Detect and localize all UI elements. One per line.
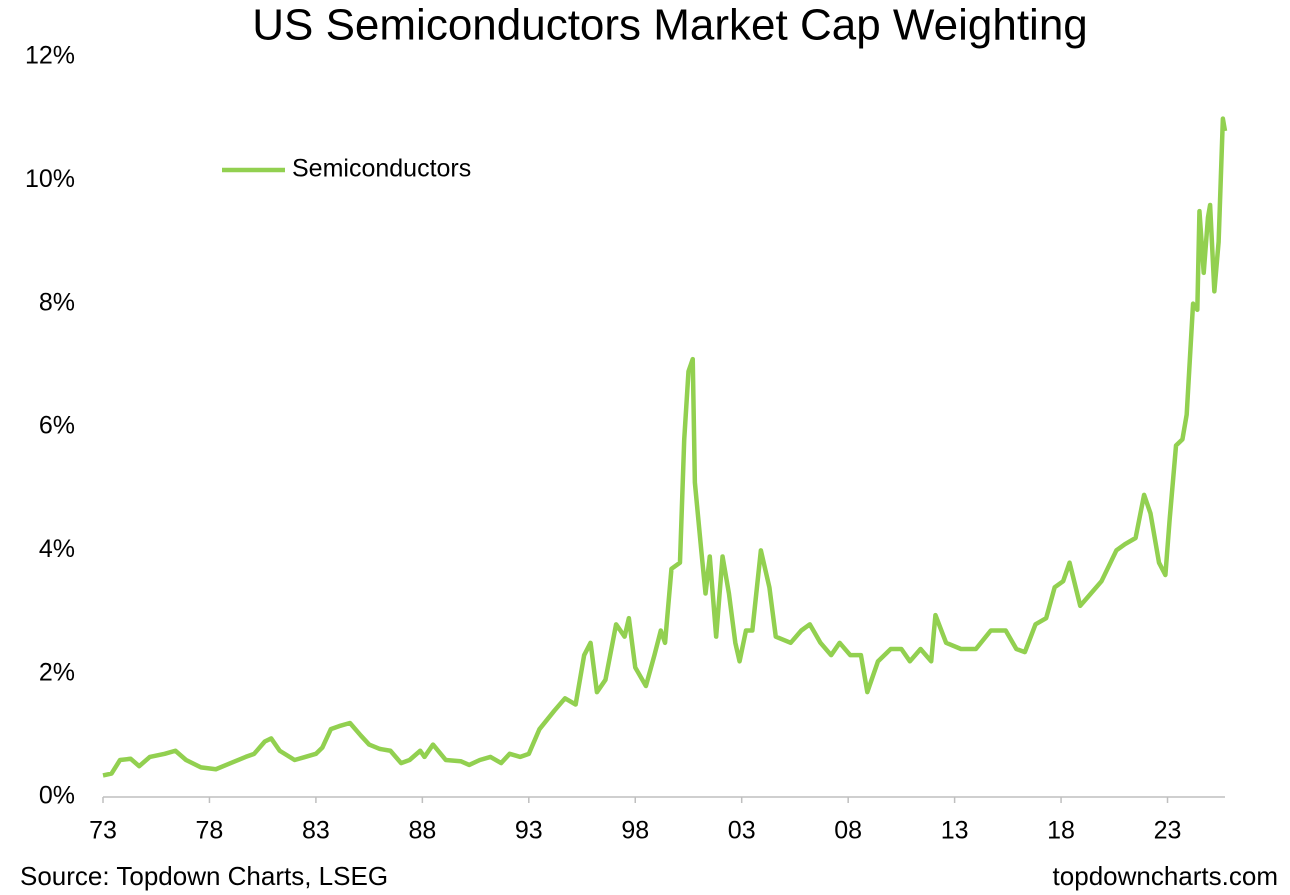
legend-label: Semiconductors <box>292 155 471 183</box>
y-tick-label: 2% <box>39 658 75 686</box>
x-tick-label: 03 <box>728 817 756 845</box>
y-tick-label: 0% <box>39 782 75 810</box>
x-tick-label: 93 <box>515 817 543 845</box>
y-tick-label: 8% <box>39 288 75 316</box>
y-tick-label: 10% <box>25 165 75 193</box>
y-tick-label: 12% <box>25 42 75 70</box>
y-tick-label: 4% <box>39 535 75 563</box>
x-tick-label: 78 <box>196 817 224 845</box>
x-tick-label: 23 <box>1154 817 1182 845</box>
x-tick-label: 08 <box>834 817 862 845</box>
watermark: topdowncharts.com <box>1053 861 1278 891</box>
y-tick-label: 6% <box>39 412 75 440</box>
x-tick-label: 98 <box>621 817 649 845</box>
x-tick-label: 73 <box>89 817 117 845</box>
x-tick-label: 18 <box>1047 817 1075 845</box>
chart-title: US Semiconductors Market Cap Weighting <box>252 1 1088 50</box>
x-tick-label: 88 <box>408 817 436 845</box>
x-tick-label: 13 <box>941 817 969 845</box>
data-line <box>102 116 1228 778</box>
source-note: Source: Topdown Charts, LSEG <box>20 861 388 891</box>
x-tick-label: 83 <box>302 817 330 845</box>
